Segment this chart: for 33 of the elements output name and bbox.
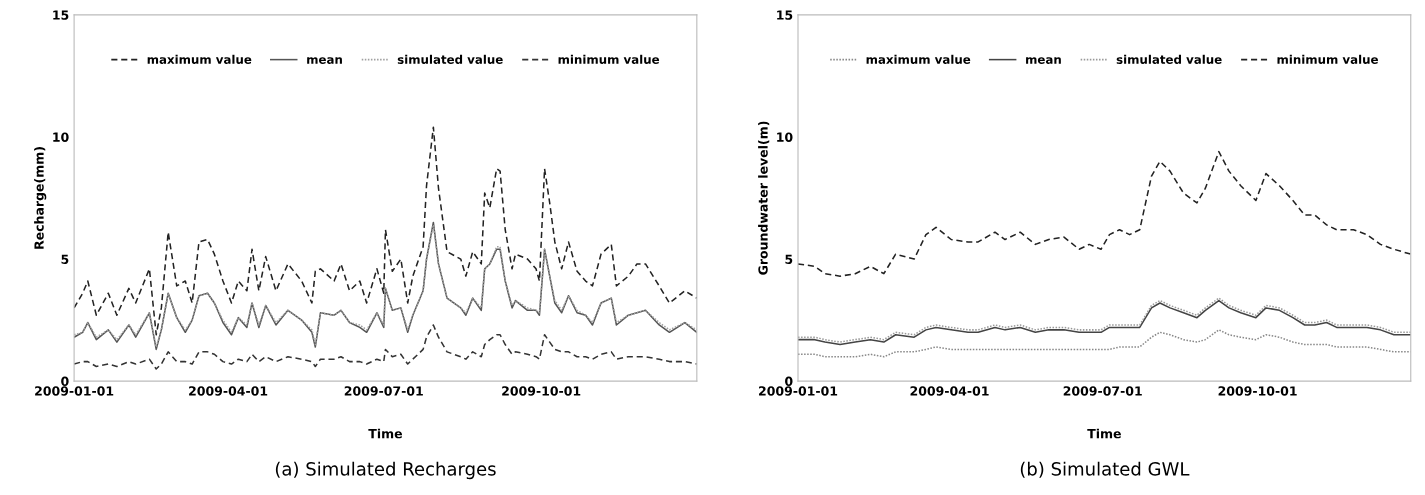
x-tick-label: 2009-01-01	[759, 386, 838, 396]
y-axis-title: Groundwater level(m)	[758, 121, 770, 275]
y-tick-label: 0	[61, 376, 69, 387]
legend-label: mean	[1026, 57, 1061, 64]
line-series	[74, 324, 697, 370]
x-tick-label: 2009-10-01	[1218, 386, 1297, 396]
x-axis-title: Time	[368, 428, 403, 439]
y-axis-title: Recharge(mm)	[34, 147, 47, 249]
x-tick-label: 2009-01-01	[35, 386, 114, 396]
legend-label: minimum value	[1277, 54, 1378, 64]
legend-label: maximum value	[147, 54, 252, 64]
legend-label: simulated value	[397, 54, 503, 64]
x-tick-label: 2009-07-01	[1063, 386, 1142, 396]
x-tick-label: 2009-07-01	[344, 386, 423, 396]
y-tick-label: 10	[53, 132, 69, 142]
legend-label: maximum value	[866, 54, 971, 64]
x-tick-label: 2009-04-01	[910, 386, 989, 396]
x-axis-title: Time	[1087, 428, 1121, 439]
legend-label: mean	[307, 57, 342, 64]
line-series	[798, 329, 1411, 358]
text: (b) Simulated GWL	[1020, 461, 1190, 478]
y-tick-label: 10	[777, 132, 793, 142]
y-tick-label: 15	[777, 10, 793, 20]
y-tick-label: 5	[785, 254, 793, 264]
legend-label: minimum value	[558, 54, 660, 64]
y-tick-label: 0	[785, 376, 793, 387]
x-tick-label: 2009-04-01	[189, 386, 268, 396]
legend-label: simulated value	[1116, 54, 1222, 64]
text: (a) Simulated Recharges	[275, 461, 496, 480]
y-tick-label: 5	[61, 254, 69, 264]
line-series	[798, 150, 1411, 277]
x-tick-label: 2009-10-01	[502, 386, 581, 396]
y-tick-label: 15	[53, 10, 69, 20]
